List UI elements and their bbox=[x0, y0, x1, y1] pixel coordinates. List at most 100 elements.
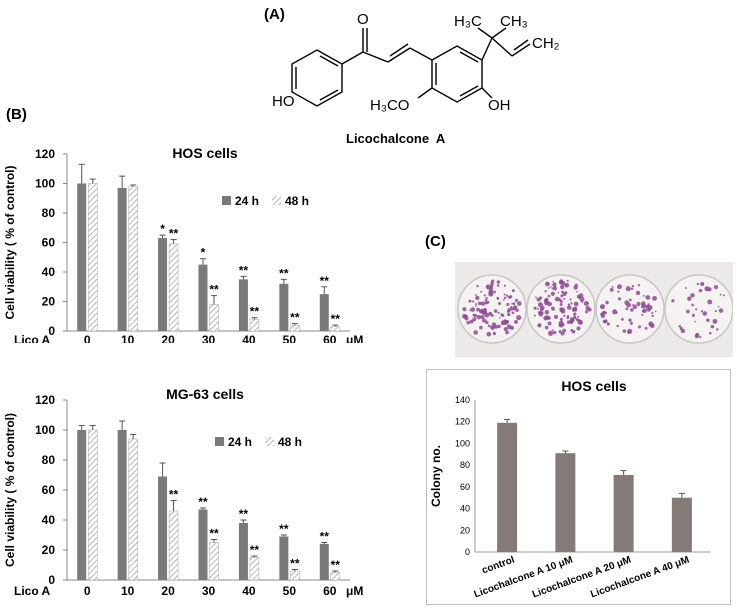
hos-significance-mark: ** bbox=[239, 263, 249, 277]
hos-significance-mark: ** bbox=[250, 305, 260, 319]
colony bbox=[605, 300, 609, 305]
colony bbox=[493, 332, 497, 336]
licochalcone-structure: O HO H₃CO OH H₃C CH₃ CH₂ Licochalcone A bbox=[272, 11, 560, 146]
colony bbox=[476, 284, 479, 288]
colony bbox=[654, 310, 657, 313]
colony bbox=[563, 297, 566, 300]
colony bbox=[559, 300, 563, 304]
colony bbox=[473, 330, 478, 335]
colony bbox=[691, 303, 694, 307]
hos-bar-48h bbox=[330, 326, 341, 332]
hos-x-prefix-label: Lico A bbox=[14, 333, 51, 343]
colony-bar bbox=[555, 453, 576, 552]
colony bbox=[714, 310, 717, 313]
colony-y-tick-label: 0 bbox=[465, 547, 470, 557]
hos-x-tick-label: 30 bbox=[202, 333, 216, 343]
colony-y-tick-label: 20 bbox=[460, 525, 470, 535]
colony bbox=[537, 323, 542, 328]
mg63-significance-mark: ** bbox=[198, 495, 208, 509]
colony bbox=[487, 324, 491, 328]
mg63-y-tick-label: 60 bbox=[42, 483, 56, 497]
hos-bar-24h bbox=[158, 238, 168, 331]
mg63-x-unit-label: μM bbox=[346, 584, 363, 598]
colony bbox=[630, 287, 634, 290]
colony bbox=[515, 308, 519, 312]
colony bbox=[558, 322, 564, 328]
colony bbox=[695, 308, 698, 311]
hos-bar-48h bbox=[87, 183, 98, 332]
colony bbox=[563, 314, 566, 317]
colony bbox=[543, 315, 548, 321]
colony bbox=[547, 282, 550, 286]
colony bbox=[514, 298, 519, 302]
colony bbox=[480, 315, 485, 319]
colony bbox=[483, 294, 486, 297]
colony bbox=[652, 295, 657, 301]
colony-y-tick-label: 60 bbox=[460, 482, 470, 492]
colony bbox=[503, 296, 507, 300]
colony-chart-title: HOS cells bbox=[561, 378, 627, 394]
mg63-y-tick-label: 40 bbox=[42, 513, 56, 527]
hos-bar-24h bbox=[279, 283, 289, 331]
hos-legend-swatch-24h bbox=[222, 196, 231, 205]
colony bbox=[507, 307, 512, 312]
colony bbox=[488, 312, 491, 315]
colony bbox=[464, 316, 469, 321]
colony bbox=[698, 288, 703, 293]
hos-y-axis-label: Cell viability ( % of control) bbox=[3, 165, 17, 319]
colony bbox=[621, 317, 624, 321]
colony bbox=[579, 296, 585, 302]
colony bbox=[484, 299, 488, 302]
mg63-bar-24h bbox=[158, 476, 168, 580]
colony bbox=[500, 320, 506, 326]
hos-y-tick-label: 100 bbox=[35, 177, 55, 191]
mg63-x-tick-label: 0 bbox=[84, 584, 91, 598]
mg63-x-tick-label: 20 bbox=[161, 584, 175, 598]
colony bbox=[586, 302, 590, 305]
colony bbox=[572, 306, 578, 312]
colony-y-axis-label: Colony no. bbox=[429, 445, 443, 507]
colony bbox=[536, 307, 539, 310]
colony bbox=[561, 281, 566, 286]
colony bbox=[544, 325, 549, 330]
colony bbox=[502, 314, 505, 317]
colony bbox=[606, 322, 610, 326]
hos-bar-48h bbox=[168, 243, 179, 332]
colony bbox=[506, 324, 512, 330]
colony bbox=[503, 327, 508, 332]
hos-chart-title: HOS cells bbox=[172, 145, 238, 161]
colony bbox=[707, 287, 712, 292]
mg63-significance-mark: ** bbox=[320, 530, 330, 544]
colony bbox=[545, 301, 548, 304]
mg63-y-tick-label: 20 bbox=[42, 543, 56, 557]
colony bbox=[690, 293, 695, 298]
mg63-legend-swatch-24h bbox=[215, 437, 224, 446]
colony bbox=[559, 317, 563, 321]
colony-y-tick-label: 120 bbox=[455, 417, 470, 427]
colony bbox=[547, 294, 551, 298]
colony bbox=[562, 328, 567, 333]
hos-legend-label-48h: 48 h bbox=[285, 194, 309, 208]
colony bbox=[685, 309, 690, 314]
hos-significance-mark: ** bbox=[320, 274, 330, 288]
colony bbox=[609, 288, 614, 292]
colony bbox=[642, 308, 648, 314]
colony bbox=[535, 296, 537, 299]
colony bbox=[550, 291, 555, 296]
atom-ho-left: HO bbox=[272, 93, 295, 110]
colony bbox=[496, 296, 500, 300]
hos-viability-chart: HOS cells Cell viability ( % of control) 0… bbox=[3, 145, 363, 343]
hos-significance-mark: ** bbox=[209, 283, 219, 297]
colony bbox=[489, 286, 493, 290]
colony bbox=[482, 318, 487, 323]
colony bbox=[576, 294, 581, 299]
colony bbox=[515, 321, 518, 324]
mg63-bar-24h bbox=[238, 523, 248, 580]
hos-x-tick-label: 0 bbox=[84, 333, 91, 343]
colony bbox=[628, 298, 632, 302]
colony bbox=[475, 294, 477, 296]
hos-significance-mark: ** bbox=[279, 266, 289, 280]
colony bbox=[671, 299, 675, 303]
hos-y-tick-label: 120 bbox=[35, 147, 55, 161]
colony bbox=[622, 329, 627, 333]
